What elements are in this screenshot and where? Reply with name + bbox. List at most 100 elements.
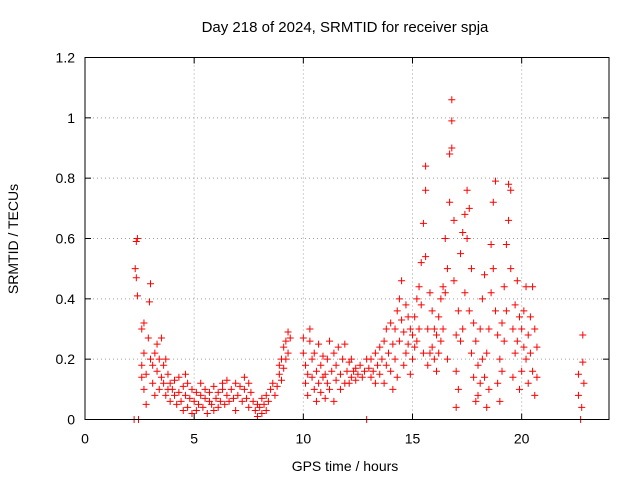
x-tick-label: 10 xyxy=(296,431,312,447)
data-point xyxy=(417,259,425,267)
data-point xyxy=(360,367,368,375)
data-point xyxy=(160,379,168,387)
data-point xyxy=(354,370,362,378)
data-point xyxy=(478,295,486,303)
data-point xyxy=(321,394,329,402)
data-point xyxy=(498,367,506,375)
data-point xyxy=(459,325,467,333)
data-point xyxy=(389,340,397,348)
y-tick-label: 0.4 xyxy=(56,291,76,307)
data-point xyxy=(260,400,268,408)
data-point xyxy=(496,355,504,363)
data-point xyxy=(153,367,161,375)
data-point xyxy=(428,343,436,351)
data-point xyxy=(243,394,251,402)
data-point xyxy=(157,373,165,381)
data-point xyxy=(181,370,189,378)
data-point xyxy=(212,394,220,402)
data-point xyxy=(282,355,290,363)
data-point xyxy=(439,283,447,291)
data-point xyxy=(341,340,349,348)
data-point xyxy=(430,355,438,363)
data-point xyxy=(500,337,508,345)
data-point xyxy=(332,361,340,369)
data-point xyxy=(142,400,150,408)
data-point xyxy=(446,198,454,206)
data-point xyxy=(511,301,519,309)
data-point xyxy=(520,307,528,315)
data-point xyxy=(197,379,205,387)
x-tick-label: 15 xyxy=(405,431,421,447)
data-point xyxy=(326,385,334,393)
data-point xyxy=(234,391,242,399)
data-point xyxy=(481,271,489,279)
data-point xyxy=(524,379,532,387)
data-point xyxy=(465,204,473,212)
data-point xyxy=(166,379,174,387)
data-point xyxy=(219,385,227,393)
data-point xyxy=(435,313,443,321)
data-point xyxy=(461,210,469,218)
data-point xyxy=(520,343,528,351)
data-point xyxy=(387,319,395,327)
data-point xyxy=(496,397,504,405)
data-point xyxy=(232,379,240,387)
y-tick-label: 0.8 xyxy=(56,170,76,186)
data-point xyxy=(400,328,408,336)
data-point xyxy=(308,355,316,363)
data-point xyxy=(450,277,458,285)
data-point xyxy=(476,379,484,387)
data-point xyxy=(171,391,179,399)
data-point xyxy=(463,235,471,242)
data-point xyxy=(221,400,229,408)
data-point xyxy=(400,361,408,369)
data-point xyxy=(336,385,344,393)
data-point xyxy=(249,397,257,405)
data-point xyxy=(184,379,192,387)
data-point xyxy=(275,361,283,369)
data-point xyxy=(441,289,449,297)
data-point xyxy=(502,241,510,249)
data-point xyxy=(247,388,255,396)
data-point xyxy=(452,403,460,411)
data-point xyxy=(422,186,430,194)
data-point xyxy=(240,385,248,393)
data-point xyxy=(489,265,497,273)
data-point xyxy=(304,391,312,399)
data-point xyxy=(151,349,159,357)
data-point xyxy=(380,337,388,345)
data-point xyxy=(326,337,334,345)
data-point xyxy=(184,403,192,411)
x-axis-label: GPS time / hours xyxy=(292,458,399,474)
data-point xyxy=(487,241,495,249)
data-point xyxy=(474,391,482,399)
data-point xyxy=(203,409,211,417)
data-point xyxy=(175,388,183,396)
data-point xyxy=(278,376,285,384)
data-point xyxy=(225,397,233,405)
data-point xyxy=(531,391,539,399)
data-point xyxy=(210,382,218,390)
data-point xyxy=(483,349,491,357)
data-point xyxy=(424,361,432,369)
data-point xyxy=(155,385,163,393)
data-point xyxy=(195,400,203,408)
data-point xyxy=(441,235,449,242)
data-point xyxy=(262,391,270,399)
data-point xyxy=(145,298,153,306)
data-point xyxy=(306,325,314,333)
data-point xyxy=(578,403,586,411)
data-point xyxy=(328,367,336,375)
data-point xyxy=(411,313,419,321)
data-point xyxy=(419,349,427,357)
data-point xyxy=(138,325,146,333)
data-point xyxy=(269,379,277,387)
data-point xyxy=(236,382,244,390)
data-point xyxy=(245,379,253,387)
data-point xyxy=(463,186,471,194)
data-point xyxy=(481,373,489,381)
data-point xyxy=(439,325,447,333)
data-point xyxy=(138,373,146,381)
data-point xyxy=(330,349,338,357)
data-point xyxy=(160,361,168,369)
